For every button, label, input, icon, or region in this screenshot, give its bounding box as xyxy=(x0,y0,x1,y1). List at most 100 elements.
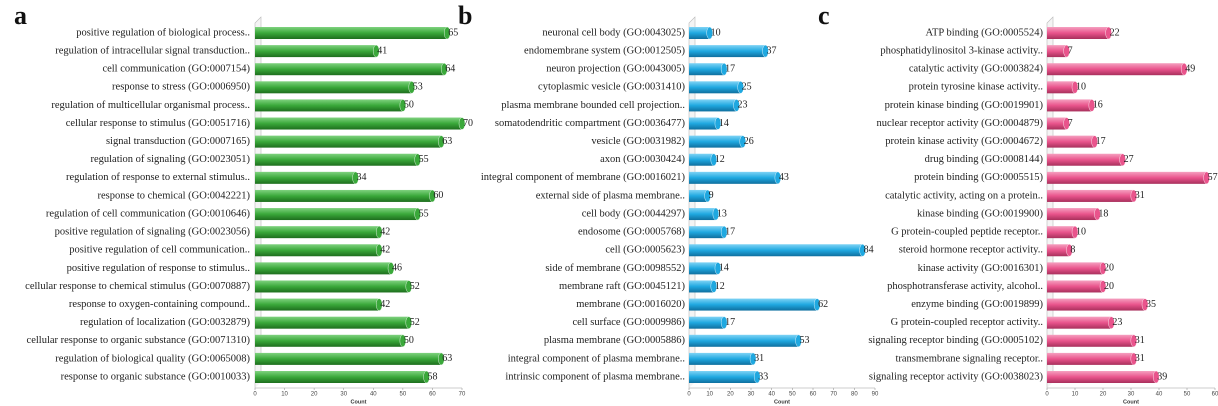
value-label: 57 xyxy=(1208,172,1218,183)
bar xyxy=(255,153,418,166)
bar-cap xyxy=(405,316,412,329)
bar-cap xyxy=(720,225,728,239)
value-label: 46 xyxy=(392,263,402,274)
bar xyxy=(689,153,714,166)
bar-cap xyxy=(1071,225,1079,239)
bar xyxy=(255,27,448,39)
bar-cap xyxy=(423,370,430,384)
x-tick-label: 60 xyxy=(810,392,817,398)
x-tick-label: 0 xyxy=(1045,392,1049,398)
bar xyxy=(689,244,863,257)
x-tick-label: 40 xyxy=(370,392,377,398)
category-label: response to organic substance (GO:001003… xyxy=(61,371,251,382)
category-label: positive regulation of biological proces… xyxy=(76,27,250,38)
category-label: somatodendritic compartment (GO:0036477) xyxy=(495,118,686,129)
bar-cap xyxy=(441,63,448,76)
bar xyxy=(1047,298,1145,311)
panel-label: b xyxy=(458,1,472,30)
x-tick-label: 50 xyxy=(400,392,407,398)
bar xyxy=(689,45,766,58)
category-label: G protein-coupled peptide receptor.. xyxy=(891,227,1043,238)
bar-cap xyxy=(774,171,782,185)
category-label: plasma membrane (GO:0005886) xyxy=(544,335,686,346)
bar-cap xyxy=(1108,316,1115,329)
category-label: regulation of signaling (GO:0023051) xyxy=(90,154,250,165)
bar-cap xyxy=(712,207,720,221)
category-label: membrane raft (GO:0045121) xyxy=(559,281,685,292)
bar xyxy=(689,280,714,293)
category-label: cytoplasmic vesicle (GO:0031410) xyxy=(538,82,685,93)
bar xyxy=(689,298,818,311)
bar-cap xyxy=(458,117,466,130)
bar xyxy=(689,63,725,76)
bar xyxy=(689,99,737,112)
value-label: 18 xyxy=(1098,208,1108,219)
bar xyxy=(1047,27,1109,39)
category-label: response to oxygen-containing compound.. xyxy=(69,299,250,310)
category-label: positive regulation of response to stimu… xyxy=(67,263,250,274)
bar xyxy=(1047,208,1098,221)
x-tick-label: 30 xyxy=(340,392,347,398)
x-axis-label: Count xyxy=(351,399,367,405)
value-label: 25 xyxy=(742,82,752,93)
bar xyxy=(255,280,409,293)
bar xyxy=(689,208,716,221)
category-label: regulation of cell communication (GO:001… xyxy=(46,208,251,219)
x-tick-label: 90 xyxy=(872,392,879,398)
bar-cap xyxy=(737,81,744,94)
x-tick-label: 60 xyxy=(429,392,436,398)
category-label: positive regulation of cell communicatio… xyxy=(69,245,250,256)
category-label: transmembrane signaling receptor.. xyxy=(895,353,1043,364)
bar xyxy=(689,81,741,94)
bar xyxy=(255,208,418,221)
bar xyxy=(689,352,754,365)
bar-cap xyxy=(1119,153,1126,166)
value-label: 50 xyxy=(404,335,414,346)
bar-cap xyxy=(754,370,761,384)
value-label: 42 xyxy=(380,299,390,310)
bar-cap xyxy=(720,316,728,329)
bar-cap xyxy=(1088,99,1096,112)
category-label: protein binding (GO:0005515) xyxy=(914,172,1043,183)
bar xyxy=(1047,63,1185,76)
bar xyxy=(1047,371,1157,383)
value-label: 22 xyxy=(1110,27,1120,38)
x-tick-label: 10 xyxy=(281,392,288,398)
category-label: endomembrane system (GO:0012505) xyxy=(524,46,685,57)
value-label: 9 xyxy=(709,190,714,201)
value-label: 13 xyxy=(717,208,727,219)
bar xyxy=(1047,81,1075,94)
bar-cap xyxy=(813,298,821,311)
bar xyxy=(255,262,392,275)
bar-cap xyxy=(1141,298,1149,311)
category-label: positive regulation of signaling (GO:002… xyxy=(55,227,251,238)
value-label: 50 xyxy=(404,100,414,111)
value-label: 37 xyxy=(766,45,776,56)
category-label: cellular response to chemical stimulus (… xyxy=(25,281,250,292)
bar-cap xyxy=(405,280,412,293)
category-label: axon (GO:0030424) xyxy=(600,154,685,165)
category-label: cellular response to stimulus (GO:005171… xyxy=(66,118,251,129)
bar xyxy=(255,334,403,347)
x-tick-label: 0 xyxy=(687,392,691,398)
bar xyxy=(255,135,442,148)
value-label: 39 xyxy=(1157,371,1167,382)
category-label: signaling receptor binding (GO:0005102) xyxy=(868,335,1043,346)
bar-cap xyxy=(376,298,383,311)
bar-cap xyxy=(1130,334,1138,347)
x-tick-label: 30 xyxy=(1128,392,1135,398)
x-tick-label: 70 xyxy=(459,392,466,398)
value-label: 43 xyxy=(779,172,789,183)
bar-cap xyxy=(704,189,711,203)
value-label: 17 xyxy=(725,64,735,75)
x-tick-label: 30 xyxy=(748,392,755,398)
bar-cap xyxy=(414,207,421,221)
value-label: 63 xyxy=(442,353,452,364)
bar-cap xyxy=(376,244,383,257)
bar-cap xyxy=(859,244,866,257)
value-label: 14 xyxy=(719,118,729,129)
category-label: drug binding (GO:0008144) xyxy=(925,154,1044,165)
value-label: 26 xyxy=(744,136,754,147)
value-label: 23 xyxy=(1112,317,1122,328)
x-tick-label: 20 xyxy=(727,392,734,398)
